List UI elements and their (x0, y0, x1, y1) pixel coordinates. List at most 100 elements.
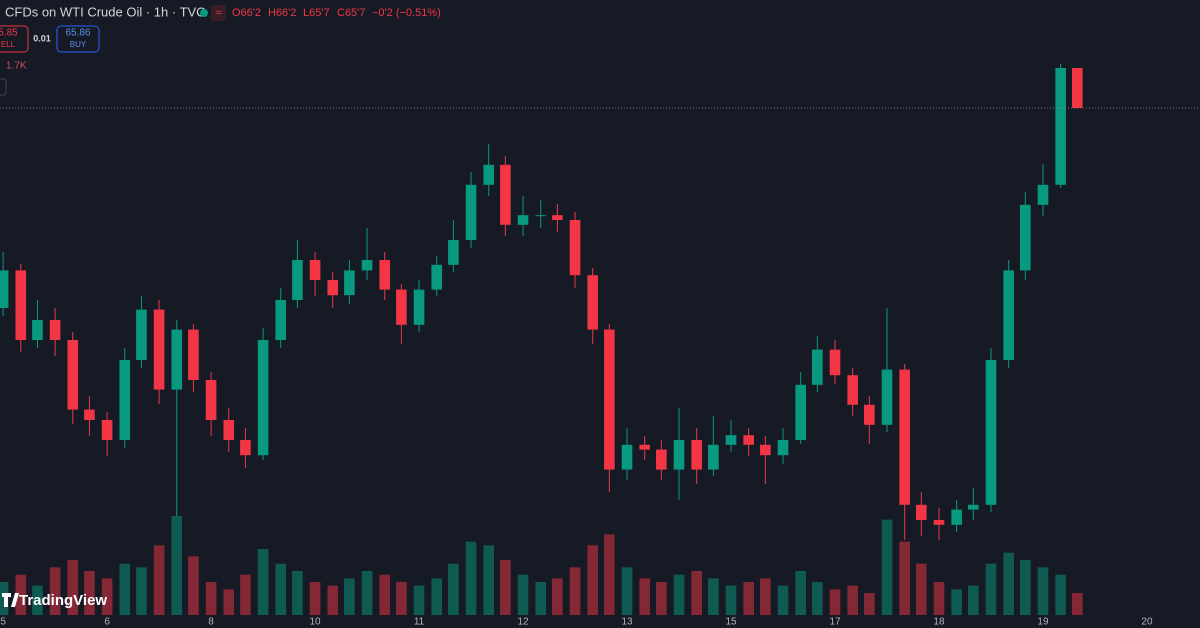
volume-bar (708, 578, 719, 615)
volume-bar (396, 582, 407, 615)
candle-body (951, 509, 962, 525)
volume-bar (309, 582, 321, 615)
candle-body (32, 320, 43, 340)
buy-price[interactable]: 65.86 (65, 28, 90, 39)
candle-body (223, 420, 235, 440)
volume-bar (552, 578, 563, 615)
candle-body (101, 420, 113, 440)
volume-bar (1071, 593, 1083, 615)
volume-bar (604, 534, 615, 615)
candle-body (933, 520, 945, 525)
volume-layer (0, 516, 1083, 615)
x-tick-label: 6 (104, 617, 110, 628)
candle-body (15, 270, 27, 340)
candle-body (847, 375, 858, 405)
candle-body (968, 504, 979, 510)
volume-bar (517, 574, 529, 615)
buy-button[interactable] (56, 25, 100, 53)
candle-body (205, 380, 217, 420)
candle-body (708, 444, 719, 470)
volume-bar (847, 585, 858, 615)
x-tick-label: 10 (310, 617, 322, 628)
volume-bar (1055, 574, 1066, 615)
candle-body (327, 280, 339, 296)
candle-body (1055, 68, 1066, 185)
candle-body (0, 270, 9, 308)
candle-body (188, 329, 199, 380)
candle-body (743, 435, 755, 445)
volume-bar (49, 567, 61, 615)
candle-body (309, 260, 321, 280)
candle-body (639, 444, 651, 450)
volume-bar (1037, 567, 1049, 615)
volume-bar (361, 571, 373, 615)
volume-label: 1.7K (6, 61, 27, 72)
buy-label[interactable]: BUY (70, 40, 87, 49)
x-tick-label: 20 (1141, 617, 1153, 628)
x-axis: 5 6 8 10 11 12 13 15 17 18 19 20 (0, 617, 1153, 628)
candle-body (292, 260, 303, 300)
volume-bar (777, 585, 789, 615)
volume-bar (673, 574, 685, 615)
candle-body (1037, 184, 1049, 205)
x-tick-label: 11 (414, 617, 425, 628)
candle-body (431, 264, 443, 290)
candle-body (379, 260, 391, 290)
candle-body (1020, 204, 1031, 271)
volume-bar (795, 571, 806, 615)
volume-bar (1020, 560, 1031, 615)
volume-bar (379, 574, 391, 615)
volume-bar (101, 578, 113, 615)
candle-body (1071, 68, 1083, 108)
volume-bar (188, 556, 199, 615)
volume-bar (119, 563, 131, 615)
candle-body (119, 360, 131, 440)
candle-body (535, 215, 547, 217)
candle-body (829, 349, 841, 376)
volume-bar (812, 582, 823, 615)
candle-body (153, 309, 165, 390)
session-icon (211, 5, 226, 21)
candle-body (760, 444, 771, 456)
candle-body (916, 504, 927, 520)
collapse-button[interactable] (0, 78, 7, 96)
sell-label[interactable]: ELL (1, 40, 16, 49)
sell-button[interactable] (0, 25, 29, 53)
volume-bar (292, 571, 303, 615)
candle-body (569, 220, 581, 276)
candle-body (656, 449, 667, 470)
candle-body (361, 260, 373, 271)
volume-bar (656, 582, 667, 615)
ohlc-change: −0'2 (−0.51%) (372, 7, 441, 19)
candle-body (673, 440, 685, 470)
volume-bar (223, 589, 235, 615)
candle-body (396, 289, 407, 325)
x-tick-label: 8 (208, 617, 214, 628)
candle-body (84, 409, 95, 420)
candle-body (136, 309, 147, 360)
x-tick-label: 17 (829, 617, 841, 628)
candle-body (604, 329, 615, 470)
sell-price[interactable]: 5.85 (0, 28, 18, 39)
candle-body (864, 404, 875, 425)
volume-bar (15, 574, 27, 615)
volume-bar (621, 567, 633, 615)
candle-body (49, 320, 61, 340)
volume-bar (327, 585, 339, 615)
volume-bar (500, 560, 511, 615)
spread: 0.01 (33, 33, 51, 43)
volume-bar (535, 582, 547, 615)
volume-bar (933, 582, 945, 615)
candle-body (1003, 270, 1014, 360)
candle-body (240, 440, 251, 456)
candle-body (985, 360, 997, 505)
symbol-title: CFDs on WTI Crude Oil · 1h · TVC (5, 4, 206, 19)
x-tick-label: 12 (517, 617, 529, 628)
ohlc-open: O66'2 (232, 7, 261, 19)
candle-body (621, 444, 633, 470)
candle-body (413, 289, 425, 325)
x-tick-label: 18 (933, 617, 945, 628)
